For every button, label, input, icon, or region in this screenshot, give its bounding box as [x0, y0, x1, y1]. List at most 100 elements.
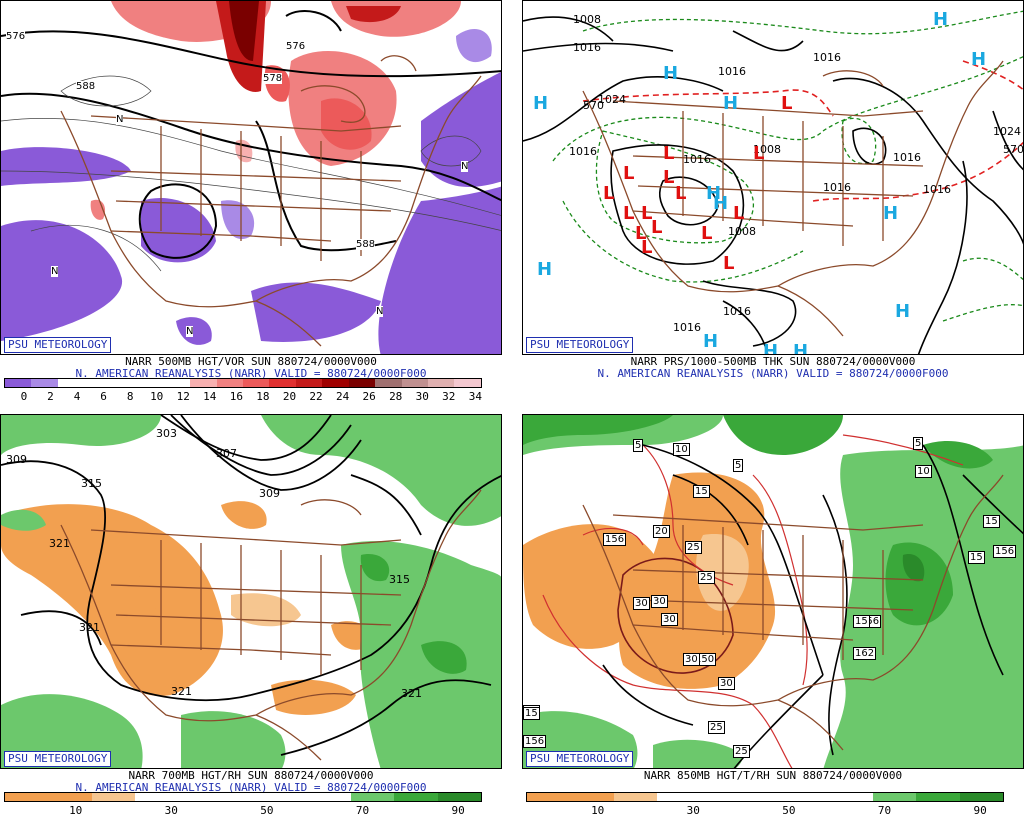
high-pressure-marker: H	[933, 9, 949, 30]
psu-meteorology-badge: PSU METEOROLOGY	[526, 751, 634, 767]
high-pressure-marker: H	[663, 63, 679, 84]
contour-label: 25	[733, 745, 750, 758]
contour-label: 309	[259, 487, 280, 500]
contour-label: 321	[79, 621, 100, 634]
low-pressure-marker: L	[753, 143, 765, 164]
contour-label: N	[116, 114, 124, 125]
contour-label: 15	[853, 615, 870, 628]
contour-label: 156	[603, 533, 627, 546]
contour-label: 30	[718, 677, 735, 690]
low-pressure-marker: L	[663, 167, 675, 188]
low-pressure-marker: L	[651, 217, 663, 238]
contour-label: 25	[708, 721, 725, 734]
isobar-label: 1016	[813, 51, 841, 64]
isobar-label: 1008	[728, 225, 756, 238]
legend-swatch	[190, 379, 217, 387]
panel-850mb-hgt-t-rh: 1561561501561621565551010151515151520252…	[522, 414, 1024, 819]
contour-label: 303	[156, 427, 177, 440]
rh-color-legend	[4, 792, 482, 802]
panel-700mb-hgt-rh: 309 315 321 321 321 303 307 309 315 321 PSU METEO…	[0, 414, 502, 819]
valid-time: N. AMERICAN REANALYSIS (NARR) VALID = 88…	[75, 781, 427, 794]
valid-time: N. AMERICAN REANALYSIS (NARR) VALID = 88…	[597, 367, 949, 380]
contour-label: 30	[661, 613, 678, 626]
contour-label: 5	[733, 459, 744, 472]
legend-tick: 24	[335, 390, 350, 403]
legend-swatch	[110, 379, 138, 387]
high-pressure-marker: H	[971, 49, 987, 70]
high-pressure-marker: H	[703, 331, 719, 352]
legend-swatch	[216, 379, 243, 387]
legend-tick: 18	[256, 390, 270, 403]
isobar-label: 1024	[598, 93, 626, 106]
legend-swatch	[134, 793, 179, 801]
legend-tick: 16	[229, 390, 243, 403]
isobar-label: 1016	[673, 321, 701, 334]
contour-label: 321	[171, 685, 192, 698]
legend-swatch	[48, 793, 92, 801]
high-pressure-marker: H	[713, 193, 729, 214]
legend-swatch	[454, 379, 481, 387]
panel-500mb-hgt-vor: 576 588 576 578 588 N N N N N PSU METEOROLOGY NAR…	[0, 0, 502, 405]
contour-label: 588	[76, 81, 96, 92]
legend-swatch	[31, 379, 58, 387]
legend-tick: 50	[260, 804, 274, 817]
map-700mb-graphic	[1, 415, 501, 768]
isobar-label: 570	[1003, 143, 1024, 156]
legend-tick: 0	[20, 390, 28, 403]
vorticity-color-legend	[4, 378, 482, 388]
legend-swatch	[163, 379, 191, 387]
contour-label: 307	[216, 447, 237, 460]
isobar-label: 1016	[573, 41, 601, 54]
legend-tick: 90	[973, 804, 987, 817]
legend-tick: 70	[877, 804, 892, 817]
legend-swatch	[57, 379, 85, 387]
legend-swatch	[437, 793, 481, 801]
legend-swatch	[322, 379, 349, 387]
contour-label: N	[461, 161, 469, 172]
legend-tick: 14	[203, 390, 217, 403]
low-pressure-marker: L	[663, 143, 675, 164]
contour-label: 25	[698, 571, 715, 584]
contour-label: N	[376, 306, 384, 317]
contour-label: N	[51, 266, 59, 277]
legend-tick: 12	[176, 390, 190, 403]
map-surface-pressure: 1008 1016 1024 1016 1016 1016 1008 1016 1016 1008…	[522, 0, 1024, 355]
contour-label: 315	[81, 477, 102, 490]
map-pressure-graphic	[523, 10, 1023, 354]
contour-label: 162	[853, 647, 877, 660]
legend-swatch	[613, 793, 657, 801]
contour-label: 25	[685, 541, 702, 554]
contour-label: 15	[693, 485, 710, 498]
high-pressure-marker: H	[895, 301, 911, 322]
contour-label: 20	[653, 525, 670, 538]
map-500mb-graphic	[1, 1, 501, 354]
psu-meteorology-badge: PSU METEOROLOGY	[4, 337, 112, 353]
rh-color-legend	[526, 792, 1004, 802]
legend-swatch	[221, 793, 265, 801]
low-pressure-marker: L	[641, 203, 653, 224]
isobar-label: 1016	[718, 65, 746, 78]
legend-swatch	[348, 379, 376, 387]
contour-label: 5	[913, 437, 924, 450]
contour-label: 10	[915, 465, 932, 478]
legend-swatch	[84, 379, 111, 387]
contour-label: 5	[633, 439, 644, 452]
isobar-label: 1016	[683, 153, 711, 166]
contour-label: 156	[993, 545, 1017, 558]
map-title: NARR 700MB HGT/RH SUN 880724/0000V000	[128, 769, 374, 782]
legend-swatch	[786, 793, 830, 801]
legend-swatch	[375, 379, 402, 387]
high-pressure-marker: H	[706, 183, 722, 204]
map-title: NARR 850MB HGT/T/RH SUN 880724/0000V000	[643, 769, 903, 782]
legend-swatch	[91, 793, 135, 801]
legend-swatch	[428, 379, 455, 387]
legend-swatch	[394, 793, 438, 801]
legend-tick: 22	[309, 390, 323, 403]
low-pressure-marker: L	[733, 203, 745, 224]
map-500mb: 576 588 576 578 588 N N N N N	[0, 0, 502, 355]
high-pressure-marker: H	[883, 203, 899, 224]
low-pressure-marker: L	[635, 223, 647, 244]
contour-label: 321	[49, 537, 70, 550]
high-pressure-marker: H	[763, 341, 779, 355]
contour-label: 576	[286, 41, 306, 52]
